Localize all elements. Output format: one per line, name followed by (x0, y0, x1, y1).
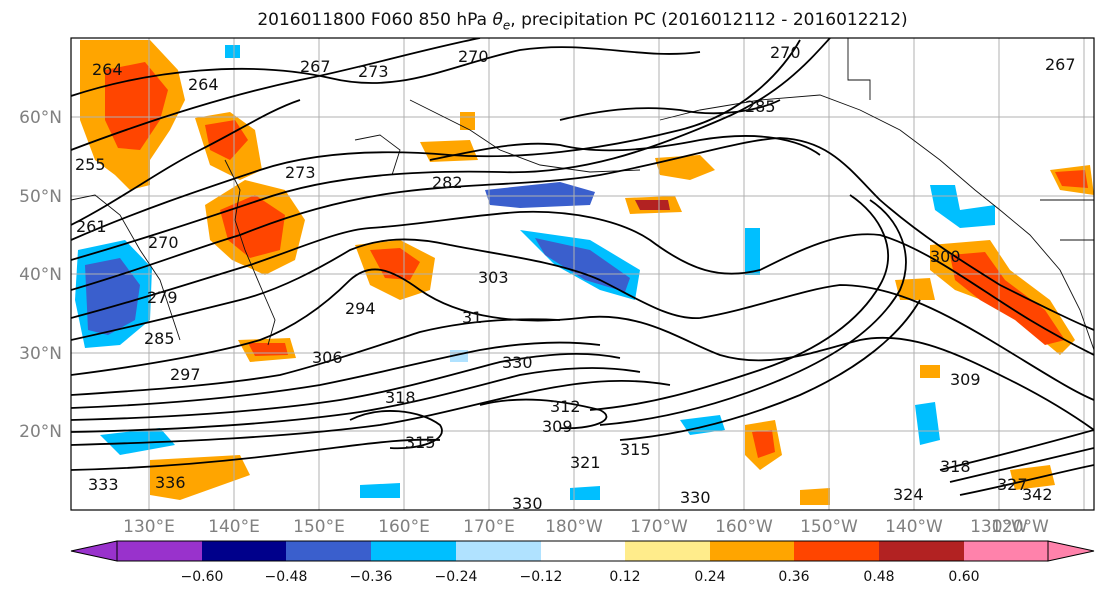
lat-label: 20°N (19, 422, 62, 442)
contour-label: 330 (512, 494, 543, 513)
contour-label: 300 (930, 247, 961, 266)
contour-label: 336 (155, 473, 186, 492)
colorbar-bin (541, 541, 625, 561)
colorbar-extend-high (1047, 540, 1095, 562)
colorbar-tick-label: −0.36 (350, 569, 393, 585)
contour-label: 324 (893, 485, 924, 504)
contour-label: 312 (550, 397, 581, 416)
colorbar-tick-label: −0.12 (520, 569, 563, 585)
latitude-labels: 60°N 50°N 40°N 30°N 20°N (19, 108, 62, 442)
colorbar-tick-label: 0.36 (778, 569, 809, 585)
contour-label: 255 (75, 155, 106, 174)
contour-label: 282 (432, 173, 463, 192)
contour-label: 264 (188, 75, 219, 94)
contour-label: 273 (285, 163, 316, 182)
map-plot-area: 264 267 273 270 264 270 285 267 255 273 … (71, 38, 1094, 513)
colorbar-tick-labels: −0.60 −0.48 −0.36 −0.24 −0.12 0.12 0.24 … (181, 569, 980, 585)
contour-label: 270 (458, 47, 489, 66)
contour-label: 285 (144, 329, 175, 348)
colorbar-bin (202, 541, 286, 561)
lat-label: 40°N (19, 265, 62, 285)
contour-label: 270 (148, 233, 179, 252)
lat-label: 50°N (19, 187, 62, 207)
contour-label: 279 (147, 288, 178, 307)
contour-label: 297 (170, 365, 201, 384)
contour-label: 318 (385, 388, 416, 407)
colorbar-bin (625, 541, 710, 561)
contour-label: 303 (478, 268, 509, 287)
contour-label: 309 (542, 417, 573, 436)
contour-label: 327 (997, 475, 1028, 494)
lon-label: 140°W (885, 517, 943, 537)
contour-label: 285 (745, 97, 776, 116)
lon-label: 160°W (715, 517, 773, 537)
contour-label: 261 (76, 217, 107, 236)
lon-label: 180°W (545, 517, 603, 537)
contour-label: 315 (405, 433, 436, 452)
colorbar-bin (117, 541, 202, 561)
lat-label: 60°N (19, 108, 62, 128)
contour-label: 267 (300, 57, 331, 76)
colorbar-bin (879, 541, 964, 561)
contour-label: 330 (502, 353, 533, 372)
colorbar-bin (964, 541, 1048, 561)
contour-label: 264 (92, 60, 123, 79)
map-frame (70, 37, 1095, 511)
colorbar-tick-label: −0.24 (435, 569, 478, 585)
contour-label: 294 (345, 299, 376, 318)
colorbar-tick-label: 0.12 (609, 569, 640, 585)
lon-label: 150°W (800, 517, 858, 537)
lon-label: 120°W (991, 517, 1049, 537)
colorbar-tick-label: 0.60 (948, 569, 979, 585)
contour-label: 318 (940, 457, 971, 476)
contour-label: 270 (770, 43, 801, 62)
contour-label: 306 (312, 348, 343, 367)
colorbar: −0.60 −0.48 −0.36 −0.24 −0.12 0.12 0.24 … (70, 540, 1095, 585)
lon-label: 160°E (378, 517, 430, 537)
contour-label: 321 (570, 453, 601, 472)
contour-label: 31 (462, 308, 482, 327)
lon-label: 170°E (463, 517, 515, 537)
colorbar-tick-label: −0.48 (265, 569, 308, 585)
map-title: 2016011800 F060 850 hPa θe, precipitatio… (257, 10, 908, 33)
colorbar-bin (371, 541, 456, 561)
colorbar-bin (456, 541, 541, 561)
colorbar-bin (794, 541, 879, 561)
lon-label: 140°E (208, 517, 260, 537)
colorbar-bin (710, 541, 794, 561)
precip-negative-shading (75, 45, 995, 500)
colorbar-bin (286, 541, 371, 561)
lon-label: 130°W (970, 517, 1028, 537)
colorbar-extend-low (70, 540, 118, 562)
contour-label: 342 (1022, 485, 1053, 504)
lon-label: 130°E (123, 517, 175, 537)
longitude-labels: 130°E 140°E 150°E 160°E 170°E 180°W 170°… (123, 517, 1049, 537)
theta-e-contours (71, 38, 1094, 496)
contour-label: 333 (88, 475, 119, 494)
lat-label: 30°N (19, 344, 62, 364)
contour-labels: 264 267 273 270 264 270 285 267 255 273 … (75, 43, 1076, 513)
colorbar-tick-label: 0.24 (694, 569, 725, 585)
contour-label: 309 (950, 370, 981, 389)
contour-label: 315 (620, 440, 651, 459)
contour-label: 273 (358, 62, 389, 81)
contour-label: 330 (680, 488, 711, 507)
lon-label: 170°W (630, 517, 688, 537)
colorbar-tick-label: −0.60 (181, 569, 224, 585)
contour-label: 267 (1045, 55, 1076, 74)
lon-label: 150°E (293, 517, 345, 537)
colorbar-tick-label: 0.48 (863, 569, 894, 585)
